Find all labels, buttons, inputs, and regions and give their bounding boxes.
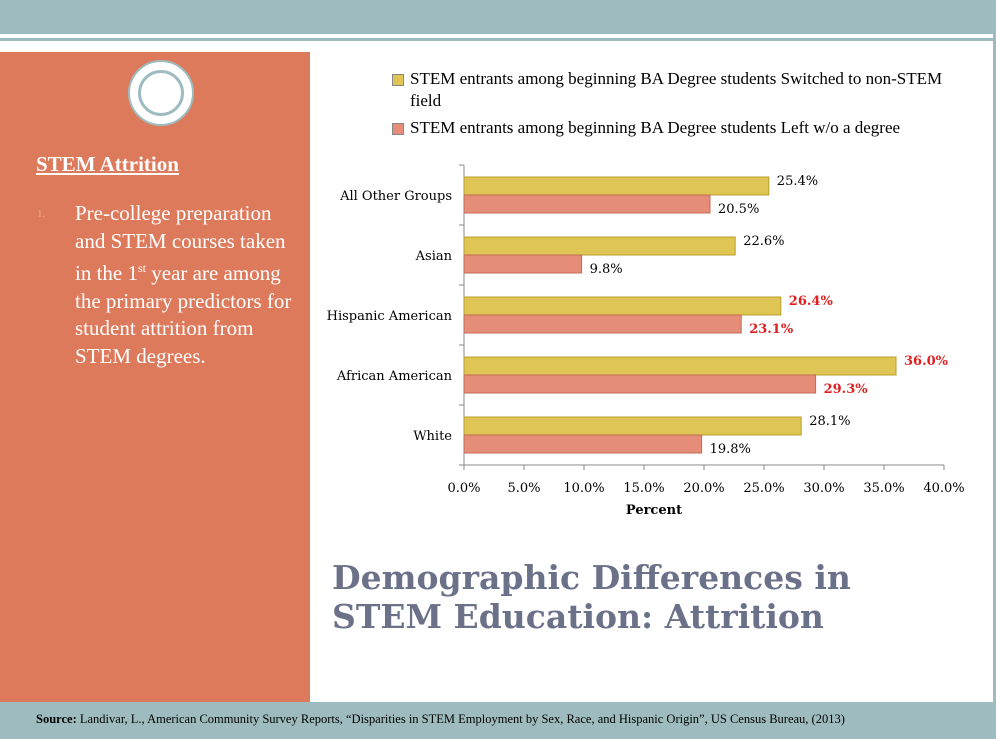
legend-item-left: STEM entrants among beginning BA Degree …: [392, 117, 972, 139]
source-text: Landivar, L., American Community Survey …: [76, 712, 845, 726]
data-label: 23.1%: [749, 322, 794, 337]
bullet-text: Pre-college preparation and STEM courses…: [75, 200, 303, 370]
bar-left: [463, 254, 583, 274]
bar-switched: [463, 296, 782, 316]
category-label: All Other Groups: [339, 189, 452, 204]
right-accent-edge: [993, 34, 996, 702]
bar-switched: [463, 236, 736, 256]
bar-left: [463, 314, 742, 334]
category-label: Asian: [415, 249, 453, 264]
x-tick-label: 35.0%: [863, 481, 904, 496]
data-label: 25.4%: [777, 174, 818, 189]
data-label: 36.0%: [904, 354, 949, 369]
x-tick-label: 5.0%: [507, 481, 540, 496]
category-label: White: [413, 429, 452, 444]
medallion-ornament: [128, 60, 194, 126]
x-tick-label: 10.0%: [563, 481, 604, 496]
source-label: Source:: [36, 712, 77, 726]
data-label: 20.5%: [718, 202, 759, 217]
bar-chart: 0.0% 5.0% 10.0% 15.0% 20.0% 25.0% 30.0% 35.0% 40…: [327, 164, 965, 518]
bar-left: [463, 434, 703, 454]
medallion-ring: [138, 70, 184, 116]
slide-title: Demographic Differences in STEM Educatio…: [332, 558, 851, 636]
bullet-superscript: st: [138, 261, 147, 275]
x-tick-label: 30.0%: [803, 481, 844, 496]
bar-left: [463, 194, 711, 214]
bullet-number: 1.: [37, 208, 46, 220]
x-tick-label: 20.0%: [683, 481, 724, 496]
left-panel: STEM Attrition 1. Pre-college preparatio…: [0, 52, 310, 702]
legend-label-switched: STEM entrants among beginning BA Degree …: [410, 69, 943, 110]
footer-bar: Source: Landivar, L., American Community…: [0, 702, 996, 739]
legend-label-left: STEM entrants among beginning BA Degree …: [410, 118, 901, 137]
category-label: Hispanic American: [327, 309, 453, 324]
chart-legend: STEM entrants among beginning BA Degree …: [392, 68, 972, 144]
bar-left: [463, 374, 817, 394]
x-tick-label: 40.0%: [923, 481, 964, 496]
data-label: 22.6%: [743, 234, 784, 249]
data-label: 9.8%: [590, 262, 623, 277]
x-tick-label: 25.0%: [743, 481, 784, 496]
x-tick-label: 15.0%: [623, 481, 664, 496]
legend-swatch-switched: [392, 74, 404, 86]
bar-switched: [463, 176, 770, 196]
data-label: 26.4%: [789, 294, 834, 309]
bullet-text-part-2: year are among the primary predictors fo…: [75, 261, 292, 368]
panel-heading: STEM Attrition: [36, 152, 179, 176]
top-accent-line: [0, 38, 996, 41]
x-tick-label: 0.0%: [447, 481, 480, 496]
data-label: 19.8%: [710, 442, 751, 457]
legend-item-switched: STEM entrants among beginning BA Degree …: [392, 68, 972, 112]
data-label: 28.1%: [809, 414, 850, 429]
bar-switched: [463, 416, 802, 436]
top-accent-bar: [0, 0, 996, 34]
source-citation: Source: Landivar, L., American Community…: [36, 712, 845, 727]
legend-swatch-left: [392, 123, 404, 135]
data-label: 29.3%: [824, 382, 869, 397]
bullet-text-part-1: Pre-college preparation and STEM courses…: [75, 201, 286, 285]
x-axis-label: Percent: [626, 503, 682, 518]
bar-switched: [463, 356, 897, 376]
category-label: African American: [336, 369, 453, 384]
